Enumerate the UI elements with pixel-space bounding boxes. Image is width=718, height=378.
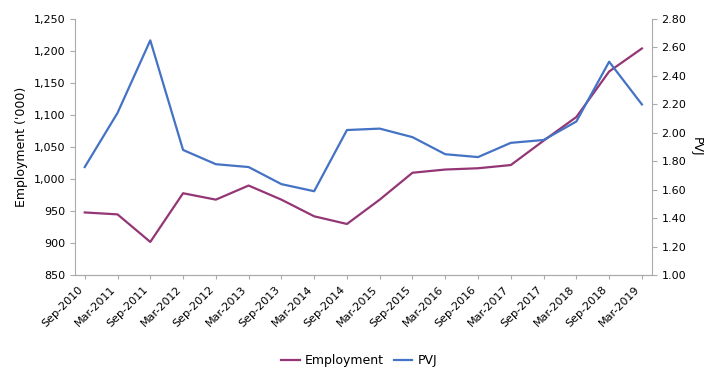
Employment <box>605 69 613 74</box>
Employment <box>506 163 515 167</box>
PVJ <box>539 138 548 142</box>
Employment <box>179 191 187 195</box>
PVJ <box>441 152 449 156</box>
Employment <box>212 197 220 202</box>
PVJ <box>80 165 89 169</box>
Y-axis label: PVJ: PVJ <box>690 137 703 157</box>
PVJ <box>310 189 319 194</box>
PVJ <box>277 182 286 186</box>
PVJ <box>572 119 581 124</box>
Employment <box>638 46 646 51</box>
PVJ <box>638 102 646 107</box>
Employment <box>408 170 416 175</box>
Line: Employment: Employment <box>85 48 642 242</box>
PVJ <box>244 165 253 169</box>
PVJ <box>342 128 351 132</box>
PVJ <box>113 111 122 115</box>
Employment <box>113 212 122 217</box>
Employment <box>80 210 89 215</box>
Employment <box>572 115 581 119</box>
Employment <box>539 138 548 143</box>
Employment <box>277 197 286 202</box>
PVJ <box>376 126 384 131</box>
Employment <box>441 167 449 172</box>
PVJ <box>474 155 482 160</box>
Employment <box>342 222 351 226</box>
Employment <box>146 240 154 244</box>
Employment <box>244 183 253 188</box>
PVJ <box>408 135 416 139</box>
Line: PVJ: PVJ <box>85 40 642 191</box>
Legend: Employment, PVJ: Employment, PVJ <box>276 349 442 372</box>
Employment <box>474 166 482 170</box>
PVJ <box>212 162 220 166</box>
PVJ <box>605 59 613 64</box>
PVJ <box>146 38 154 43</box>
Employment <box>310 214 319 218</box>
PVJ <box>506 141 515 145</box>
PVJ <box>179 148 187 152</box>
Y-axis label: Employment ('000): Employment ('000) <box>15 87 28 207</box>
Employment <box>376 197 384 202</box>
